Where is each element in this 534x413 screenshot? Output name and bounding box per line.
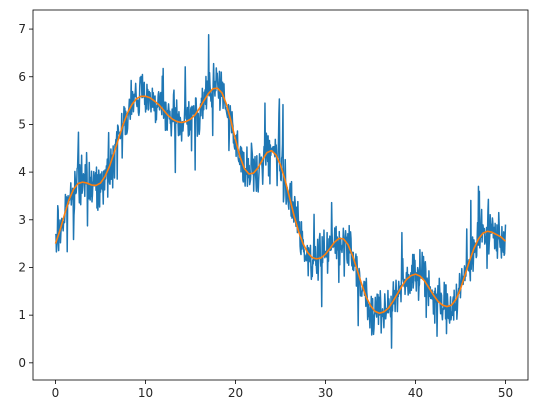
y-tick-label: 0	[18, 356, 26, 370]
x-axis: 0 10 20 30 40 50	[52, 380, 513, 400]
x-tick-label: 50	[498, 386, 513, 400]
series-layer	[54, 34, 507, 349]
series-line-smooth	[54, 87, 507, 315]
y-tick-label: 5	[18, 117, 26, 131]
x-tick-label: 40	[408, 386, 423, 400]
x-tick-label: 10	[138, 386, 153, 400]
y-tick-label: 3	[18, 213, 26, 227]
y-tick-label: 4	[18, 165, 26, 179]
y-tick-label: 7	[18, 22, 26, 36]
plot-frame	[32, 9, 529, 381]
series-line-noisy	[54, 34, 507, 349]
x-tick-label: 20	[228, 386, 243, 400]
y-tick-label: 2	[18, 260, 26, 274]
x-tick-label: 0	[52, 386, 60, 400]
y-tick-label: 6	[18, 70, 26, 84]
y-axis: 0 1 2 3 4 5 6 7	[18, 22, 33, 370]
y-tick-label: 1	[18, 308, 26, 322]
x-tick-label: 30	[318, 386, 333, 400]
